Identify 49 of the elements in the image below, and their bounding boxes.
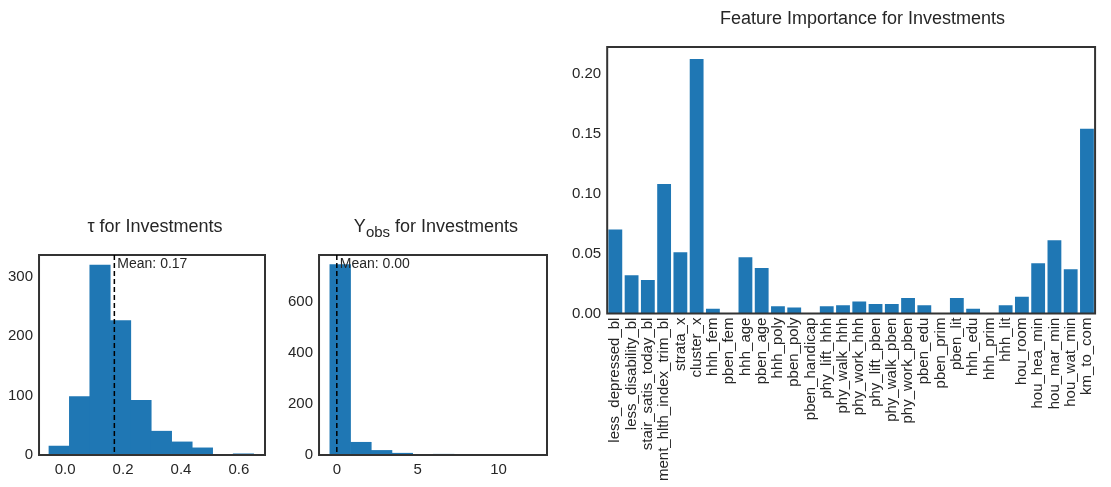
x-tick-label: hou_hea_min: [1028, 317, 1046, 409]
y-tick-label: 400: [288, 343, 314, 361]
y-tick-label: 0.15: [571, 123, 602, 141]
chart-title: τ for Investments: [86, 215, 224, 238]
y-tick-label: 0: [304, 445, 314, 463]
x-tick-label: 0.6: [228, 460, 250, 478]
x-tick-label: phy_work_pben: [898, 317, 916, 424]
x-tick-label: pben_edu: [914, 317, 932, 385]
x-tick-label: pben_handicap: [800, 317, 818, 421]
x-tick-label: strata_x: [670, 317, 688, 371]
ref-line-label: Mean: 0.17: [117, 254, 188, 271]
x-tick-label: hhh_prim: [979, 317, 997, 381]
y-tick-label: 0: [24, 445, 34, 463]
x-tick-label: hhh_age: [735, 317, 753, 376]
x-tick-label: hhh_edu: [963, 317, 981, 376]
y-tick-label: 100: [8, 385, 34, 403]
x-tick-label: hhh_poly: [768, 317, 786, 379]
x-tick-label: pben_fem: [719, 317, 737, 385]
y-tick-label: 0.10: [571, 183, 602, 201]
x-tick-label: 10: [490, 460, 507, 478]
x-tick-label: hou_wat_min: [1060, 317, 1078, 407]
x-tick-label: less_disability_bl: [621, 317, 639, 431]
x-tick-label: phy_lift_pben: [865, 317, 883, 407]
x-tick-label: 5: [413, 460, 422, 478]
y-tick-label: 0.00: [571, 303, 602, 321]
x-tick-label: cluster_x: [686, 317, 704, 378]
x-tick-label: phy_walk_hhh: [833, 317, 851, 414]
y-tick-label: 600: [288, 292, 314, 310]
x-tick-label: hhh_fem: [703, 317, 721, 376]
x-tick-label: less_depressed_bl: [605, 317, 623, 443]
x-tick-label: 0.4: [170, 460, 192, 478]
x-tick-label: hou_room: [1012, 317, 1030, 386]
y-tick-label: 300: [8, 266, 34, 284]
chart-title: Y$_{obs}$ for Investments: [352, 215, 520, 240]
chart-title: Feature Importance for Investments: [718, 7, 1007, 30]
x-tick-label: hou_mar_min: [1044, 317, 1062, 410]
y-tick-label: 0.20: [571, 63, 602, 81]
y-tick-label: 200: [288, 394, 314, 412]
x-tick-label: pben_prim: [930, 317, 948, 389]
ref-line-label: Mean: 0.00: [339, 254, 411, 271]
y-tick-label: 0.05: [571, 243, 602, 261]
x-tick-label: 0: [332, 460, 341, 478]
x-tick-label: km_to_com: [1077, 317, 1095, 396]
y-tick-label: 200: [8, 326, 34, 344]
x-tick-label: 0.0: [54, 460, 76, 478]
x-tick-label: pben_poly: [784, 317, 802, 387]
x-tick-label: ment_hlth_index_trim_bl: [654, 317, 672, 482]
x-tick-label: phy_work_hhh: [849, 317, 867, 416]
x-tick-label: 0.2: [112, 460, 134, 478]
